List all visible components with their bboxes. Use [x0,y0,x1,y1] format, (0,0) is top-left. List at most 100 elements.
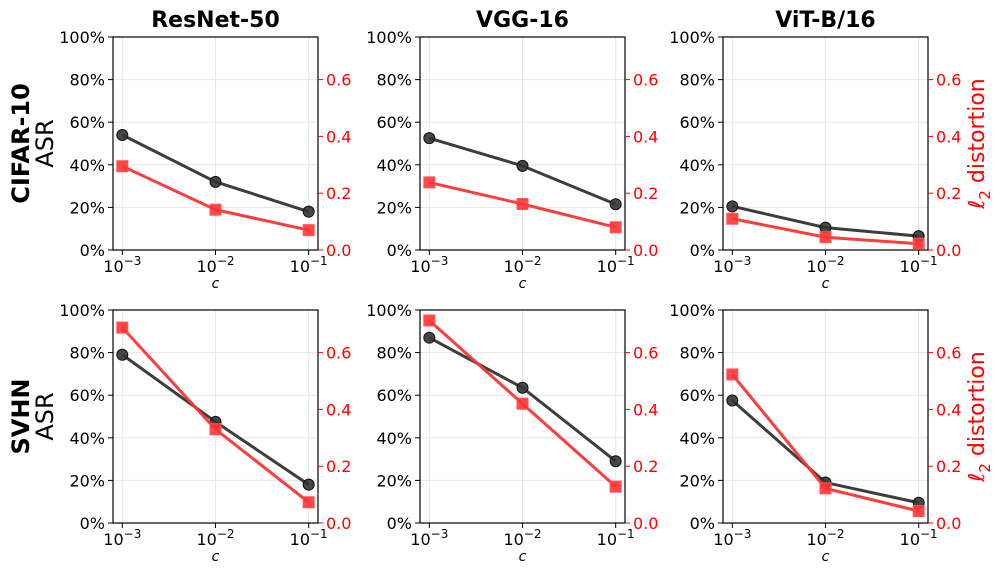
right-tick-label: 0.0 [936,514,961,533]
x-tick-base: 10 [290,257,310,276]
right-tick-label: 0.4 [633,400,658,419]
left-tick-label: 20% [376,198,412,217]
x-axis-label: c [212,276,220,292]
x-tick-base: 10 [503,257,523,276]
x-tick-label: 10−2 [503,527,541,549]
right-tick-label: 0.4 [633,127,658,146]
right-tick-label: 0.4 [326,127,351,146]
x-axis-label: c [519,549,527,565]
x-axis-label: c [822,549,830,565]
right-axis-label: ℓ2 distortion [965,78,994,209]
x-tick-label: 10−3 [713,527,751,549]
right-tick-label: 0.6 [633,344,658,363]
x-tick-label: 10−3 [410,254,448,276]
left-tick-label: 40% [69,429,105,448]
x-tick-label: 10−3 [103,527,141,549]
right-tick-label: 0.2 [633,184,658,203]
left-tick-label: 40% [679,156,715,175]
asr-point [302,478,315,491]
l2-point [209,423,222,436]
x-tick-base: 10 [806,257,826,276]
right-tick-label: 0.2 [936,457,961,476]
x-tick-base: 10 [713,530,733,549]
left-tick-label: 80% [69,344,105,363]
row-label-metric: ASR [31,392,59,440]
x-tick-label: 10−1 [597,527,635,549]
asr-point [609,455,622,468]
subplot-1-1: 0%20%40%60%80%100%0.00.20.40.610−3 10−2 10… [366,301,658,565]
x-tick-exponent: −3 [124,254,142,268]
left-tick-label: 60% [679,386,715,405]
x-tick-base: 10 [900,530,920,549]
asr-point [423,331,436,344]
x-tick-base: 10 [597,257,617,276]
left-tick-label: 40% [376,429,412,448]
left-tick-label: 20% [679,198,715,217]
x-tick-exponent: −1 [617,254,635,268]
row-label-dataset: SVHN [7,378,35,454]
row-label-dataset: CIFAR-10 [7,83,35,204]
l2-point [516,397,529,410]
left-tick-label: 100% [59,28,105,47]
left-tick-label: 0% [80,241,105,260]
l2-point [609,480,622,493]
right-axis-label-prefix: ℓ [965,200,990,210]
left-tick-label: 20% [69,471,105,490]
asr-point [609,198,622,211]
x-axis-label: c [212,549,220,565]
x-tick-label: 10−2 [806,254,844,276]
x-tick-base: 10 [103,530,123,549]
left-tick-label: 80% [376,71,412,90]
x-tick-label: 10−3 [713,254,751,276]
left-tick-label: 60% [679,113,715,132]
l2-point [726,212,739,225]
right-tick-label: 0.4 [936,400,961,419]
l2-point [726,368,739,381]
asr-point [423,132,436,145]
x-tick-base: 10 [196,257,216,276]
left-tick-label: 20% [376,471,412,490]
x-tick-base: 10 [900,257,920,276]
x-tick-label: 10−1 [290,254,328,276]
asr-point [726,200,739,213]
x-tick-exponent: −3 [734,254,752,268]
x-tick-exponent: −1 [920,254,938,268]
x-tick-exponent: −2 [524,527,542,541]
x-tick-exponent: −1 [920,527,938,541]
left-tick-label: 0% [387,241,412,260]
x-tick-label: 10−1 [900,254,938,276]
x-tick-label: 10−1 [900,527,938,549]
subplot-0-1: 0%20%40%60%80%100%0.00.20.40.610−3 10−2 10… [366,8,658,292]
l2-point [116,160,129,173]
x-tick-label: 10−2 [806,527,844,549]
x-axis-label: c [822,276,830,292]
x-tick-base: 10 [410,257,430,276]
x-tick-label: 10−1 [597,254,635,276]
left-tick-label: 40% [679,429,715,448]
l2-point [912,237,925,250]
l2-point [912,505,925,518]
l2-point [609,221,622,234]
asr-point [516,159,529,172]
x-axis-label: c [519,276,527,292]
left-tick-label: 40% [376,156,412,175]
x-tick-base: 10 [597,530,617,549]
left-tick-label: 60% [69,113,105,132]
subplot-title: VGG-16 [476,8,569,33]
left-tick-label: 80% [69,71,105,90]
left-tick-label: 0% [387,514,412,533]
right-tick-label: 0.2 [326,457,351,476]
l2-point [819,231,832,244]
asr-point [209,175,222,188]
subplot-0-0: 0%20%40%60%80%100%0.00.20.40.610−3 10−2 10… [59,8,351,292]
right-axis-label-sub: 2 [976,463,994,473]
l2-point [209,203,222,216]
left-tick-label: 100% [59,301,105,320]
left-tick-label: 100% [366,301,412,320]
left-tick-label: 100% [366,28,412,47]
x-tick-base: 10 [503,530,523,549]
left-tick-label: 80% [679,71,715,90]
x-tick-exponent: −1 [310,527,328,541]
left-tick-label: 0% [690,241,715,260]
left-tick-label: 0% [80,514,105,533]
